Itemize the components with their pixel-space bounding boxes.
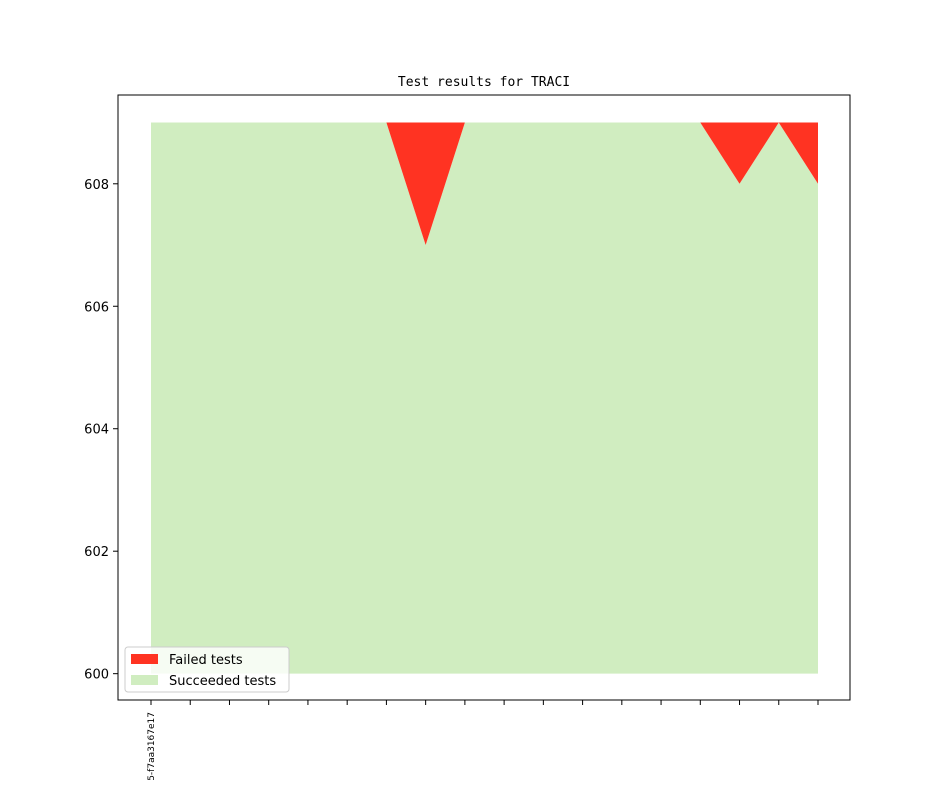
legend: Failed tests Succeeded tests [124,646,290,693]
plot-frame [117,94,851,701]
chart-title: Test results for TRACI [398,75,570,90]
y-tick-label: 600 [84,668,109,683]
y-tick-label: 602 [84,545,109,560]
y-tick-label: 608 [84,178,109,193]
legend-swatch [131,675,158,685]
x-tick-label: 5-f7aa3167e17 [147,712,157,781]
y-tick-label: 606 [84,300,109,315]
legend-label: Succeeded tests [169,674,276,689]
failed-tests-area [151,122,818,246]
plot-area [151,122,818,674]
x-axis: 5-f7aa3167e17 [147,700,819,781]
y-tick-label: 604 [84,423,109,438]
legend-box [124,646,290,693]
legend-swatch [131,654,158,664]
succeeded-tests-area [151,122,818,674]
y-axis: 600 602 604 606 608 [84,178,118,683]
legend-label: Failed tests [169,653,243,668]
